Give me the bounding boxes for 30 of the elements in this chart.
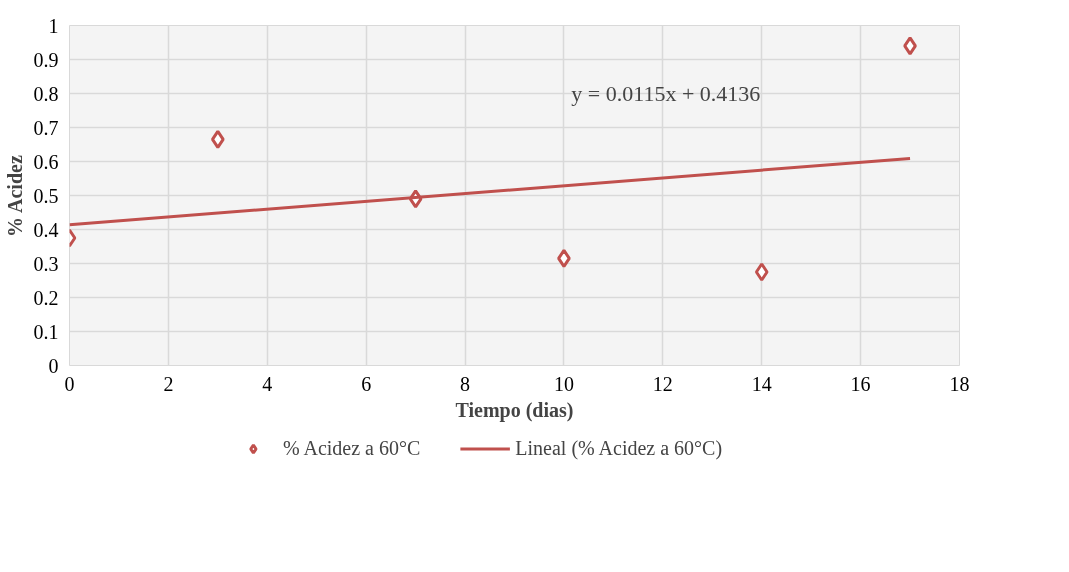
y-tick-label: 0.7 bbox=[33, 116, 59, 139]
y-tick-label: 0 bbox=[48, 354, 59, 377]
y-axis-title: % Acidez bbox=[3, 155, 26, 237]
x-tick-label: 4 bbox=[262, 372, 273, 395]
y-tick-label: 0.4 bbox=[33, 218, 59, 241]
x-tick-label: 18 bbox=[949, 372, 970, 395]
x-tick-label: 8 bbox=[460, 372, 471, 395]
x-tick-label: 16 bbox=[850, 372, 871, 395]
annotation: y = 0.0115x + 0.4136 bbox=[571, 81, 761, 106]
x-tick-label: 12 bbox=[652, 372, 673, 395]
point bbox=[557, 248, 571, 268]
point bbox=[211, 129, 225, 149]
y-tick-label: 0.3 bbox=[33, 252, 59, 275]
x-tick-label: 2 bbox=[163, 372, 174, 395]
x-tick-label: 10 bbox=[553, 372, 574, 395]
point bbox=[903, 36, 917, 56]
y-tick-label: 0.9 bbox=[33, 48, 59, 71]
x-tick-label: 14 bbox=[751, 372, 772, 395]
y-tick-label: 0.5 bbox=[33, 184, 59, 207]
x-tick-label: 6 bbox=[361, 372, 372, 395]
x-tick-label: 0 bbox=[64, 372, 75, 395]
y-tick-label: 0.2 bbox=[33, 286, 59, 309]
y-tick-label: 0.1 bbox=[33, 320, 59, 343]
legend-label: Lineal (% Acidez a 60°C) bbox=[515, 436, 723, 460]
point bbox=[754, 262, 769, 282]
x-axis-title: Tiempo (dias) bbox=[455, 398, 574, 422]
legend-label: % Acidez a 60°C bbox=[282, 436, 421, 460]
y-tick-label: 1 bbox=[48, 14, 59, 37]
y-tick-label: 0.6 bbox=[33, 150, 59, 173]
y-tick-label: 0.8 bbox=[33, 82, 59, 105]
